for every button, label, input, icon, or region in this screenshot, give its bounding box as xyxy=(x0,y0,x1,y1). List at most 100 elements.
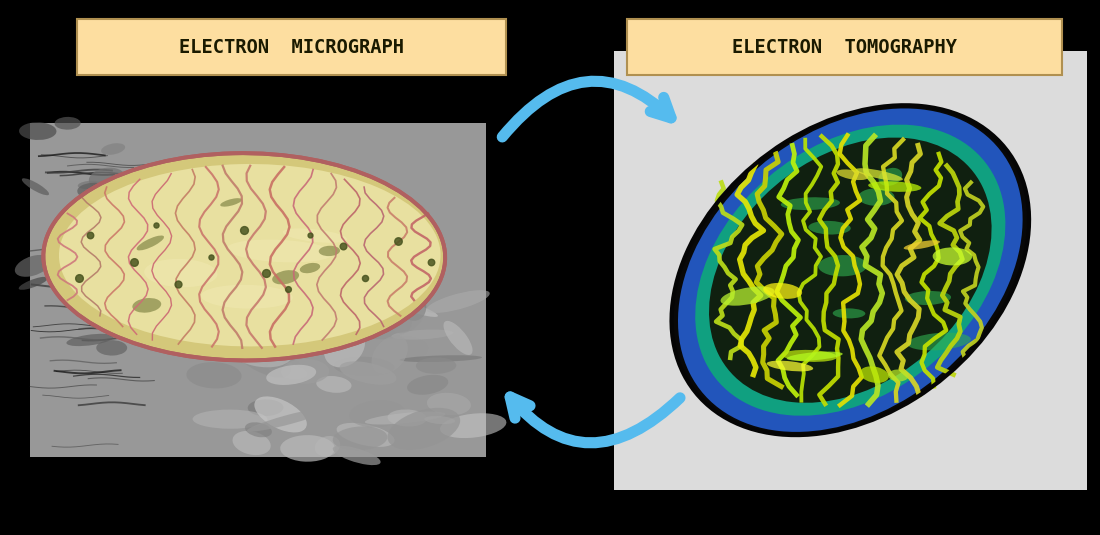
Ellipse shape xyxy=(234,341,290,378)
Ellipse shape xyxy=(390,300,425,333)
Ellipse shape xyxy=(317,376,352,393)
Ellipse shape xyxy=(378,337,428,361)
Ellipse shape xyxy=(295,284,339,305)
Ellipse shape xyxy=(671,105,1030,435)
Text: ELECTRON  MICROGRAPH: ELECTRON MICROGRAPH xyxy=(179,37,404,57)
Ellipse shape xyxy=(280,435,334,462)
Ellipse shape xyxy=(315,436,340,456)
Ellipse shape xyxy=(183,289,226,313)
Ellipse shape xyxy=(427,290,490,313)
Ellipse shape xyxy=(220,325,294,368)
Ellipse shape xyxy=(398,288,427,321)
Ellipse shape xyxy=(358,309,411,339)
Ellipse shape xyxy=(59,164,441,347)
Ellipse shape xyxy=(283,228,346,243)
Ellipse shape xyxy=(201,285,293,309)
Ellipse shape xyxy=(82,257,122,279)
Ellipse shape xyxy=(132,298,162,312)
Ellipse shape xyxy=(837,170,868,180)
Ellipse shape xyxy=(399,355,482,362)
Ellipse shape xyxy=(332,446,381,465)
Ellipse shape xyxy=(416,357,456,374)
Ellipse shape xyxy=(340,361,396,385)
Ellipse shape xyxy=(212,297,250,333)
Ellipse shape xyxy=(97,340,128,356)
Ellipse shape xyxy=(312,325,338,355)
Ellipse shape xyxy=(246,311,326,335)
Ellipse shape xyxy=(332,426,387,450)
Ellipse shape xyxy=(242,271,277,287)
Ellipse shape xyxy=(407,375,448,395)
Ellipse shape xyxy=(229,325,254,337)
Ellipse shape xyxy=(372,335,408,374)
Ellipse shape xyxy=(14,255,51,277)
Ellipse shape xyxy=(192,410,267,429)
Ellipse shape xyxy=(381,296,438,317)
Ellipse shape xyxy=(309,328,337,342)
Ellipse shape xyxy=(786,351,843,361)
Ellipse shape xyxy=(440,413,506,438)
Ellipse shape xyxy=(397,264,441,297)
Ellipse shape xyxy=(333,357,395,376)
Ellipse shape xyxy=(272,270,299,285)
Ellipse shape xyxy=(282,359,329,384)
Ellipse shape xyxy=(443,321,473,355)
Ellipse shape xyxy=(19,123,56,140)
Ellipse shape xyxy=(220,198,242,207)
Ellipse shape xyxy=(227,240,333,262)
Ellipse shape xyxy=(22,178,50,195)
Ellipse shape xyxy=(860,366,889,383)
Ellipse shape xyxy=(933,247,972,265)
Ellipse shape xyxy=(879,168,902,186)
Ellipse shape xyxy=(270,289,333,318)
Ellipse shape xyxy=(196,328,257,352)
Ellipse shape xyxy=(763,283,802,299)
Ellipse shape xyxy=(720,286,774,305)
Ellipse shape xyxy=(94,209,128,226)
FancyBboxPatch shape xyxy=(77,19,506,75)
Ellipse shape xyxy=(79,259,111,277)
Ellipse shape xyxy=(781,197,840,210)
Ellipse shape xyxy=(905,291,952,305)
Ellipse shape xyxy=(710,137,991,403)
Ellipse shape xyxy=(77,183,114,200)
Ellipse shape xyxy=(246,407,331,432)
Ellipse shape xyxy=(387,409,427,426)
FancyBboxPatch shape xyxy=(614,51,1087,490)
Ellipse shape xyxy=(76,216,103,225)
Ellipse shape xyxy=(254,396,307,432)
Ellipse shape xyxy=(300,263,320,273)
Ellipse shape xyxy=(427,393,471,415)
Ellipse shape xyxy=(695,125,1005,416)
Ellipse shape xyxy=(908,333,971,350)
Ellipse shape xyxy=(232,431,271,455)
Ellipse shape xyxy=(337,423,395,447)
Ellipse shape xyxy=(350,400,405,427)
Ellipse shape xyxy=(888,370,909,381)
Ellipse shape xyxy=(78,226,108,243)
Ellipse shape xyxy=(323,326,365,368)
Ellipse shape xyxy=(66,334,113,346)
Ellipse shape xyxy=(55,117,80,129)
Ellipse shape xyxy=(246,348,301,371)
Ellipse shape xyxy=(904,240,939,250)
Ellipse shape xyxy=(75,195,108,218)
Ellipse shape xyxy=(183,255,239,293)
Ellipse shape xyxy=(136,235,164,250)
Ellipse shape xyxy=(19,277,48,290)
Ellipse shape xyxy=(267,362,307,379)
Ellipse shape xyxy=(43,153,446,361)
Ellipse shape xyxy=(89,167,125,190)
Ellipse shape xyxy=(425,416,455,424)
Ellipse shape xyxy=(266,365,316,385)
FancyArrowPatch shape xyxy=(510,397,680,443)
Ellipse shape xyxy=(186,362,242,388)
Ellipse shape xyxy=(856,168,903,181)
Ellipse shape xyxy=(67,297,97,313)
Ellipse shape xyxy=(201,311,231,320)
FancyBboxPatch shape xyxy=(627,19,1062,75)
Ellipse shape xyxy=(78,181,101,189)
Ellipse shape xyxy=(387,408,460,450)
Ellipse shape xyxy=(833,308,866,318)
Ellipse shape xyxy=(144,259,218,287)
